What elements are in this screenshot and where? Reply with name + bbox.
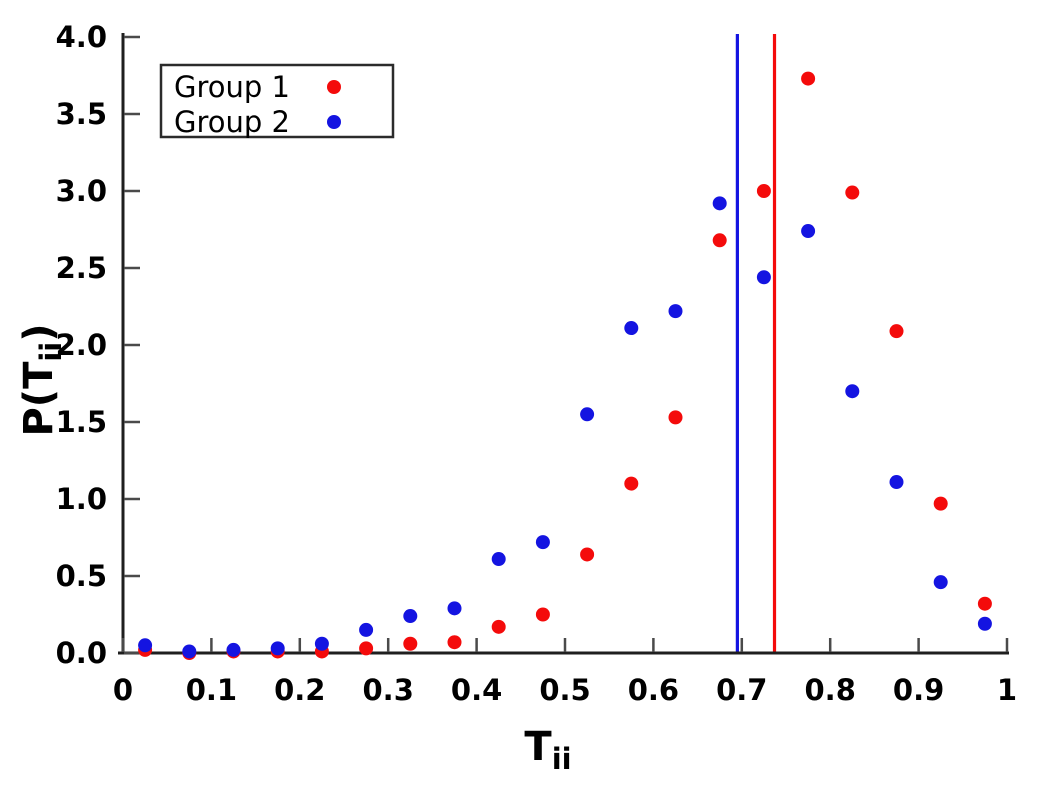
x-tick-label-1: 1 — [997, 673, 1017, 707]
data-point-group-2 — [845, 384, 860, 399]
x-tick-label-0.5: 0.5 — [539, 673, 590, 707]
legend-marker-group-2 — [327, 115, 341, 129]
y-tick-label-2.5: 2.5 — [56, 251, 107, 285]
legend-box — [159, 63, 395, 139]
data-point-group-2 — [403, 609, 418, 624]
data-point-group-2 — [314, 636, 329, 651]
legend-marker-group-1 — [327, 80, 341, 94]
x-tick-label-0.2: 0.2 — [274, 673, 325, 707]
data-point-group-1 — [756, 184, 771, 198]
legend-label-group-2: Group 2 — [174, 105, 290, 139]
data-point-group-1 — [668, 410, 683, 425]
data-point-group-2 — [933, 575, 948, 590]
data-point-group-1 — [447, 635, 462, 650]
y-tick-label-0.5: 0.5 — [56, 559, 107, 593]
data-point-group-2 — [580, 407, 595, 422]
data-point-group-2 — [624, 321, 639, 336]
data-point-group-1 — [403, 636, 418, 651]
y-axis-title: P(Tii) — [16, 323, 68, 436]
data-point-group-2 — [668, 304, 683, 319]
data-point-group-1 — [535, 607, 550, 622]
x-tick-label-0.8: 0.8 — [805, 673, 856, 707]
y-tick-label-1.0: 1.0 — [56, 482, 107, 516]
x-tick-label-0.9: 0.9 — [893, 673, 944, 707]
data-point-group-2 — [889, 475, 904, 490]
y-tick-label-3.0: 3.0 — [56, 174, 107, 208]
data-point-group-2 — [756, 270, 771, 285]
legend-label-group-1: Group 1 — [174, 70, 290, 104]
data-point-group-2 — [270, 641, 285, 656]
data-point-group-2 — [447, 601, 462, 616]
data-point-group-2 — [977, 616, 992, 631]
data-point-group-1 — [801, 71, 816, 86]
y-tick-label-4.0: 4.0 — [56, 20, 107, 54]
data-point-group-2 — [359, 622, 374, 637]
x-tick-label-0: 0 — [113, 673, 133, 707]
data-point-group-1 — [580, 547, 595, 562]
x-tick-label-0.7: 0.7 — [716, 673, 767, 707]
data-point-group-2 — [535, 535, 550, 550]
data-point-group-1 — [712, 233, 727, 248]
y-tick-label-3.5: 3.5 — [56, 97, 107, 131]
data-point-group-1 — [624, 476, 639, 491]
data-point-group-1 — [491, 619, 506, 634]
x-tick-label-0.1: 0.1 — [186, 673, 237, 707]
data-point-group-2 — [138, 638, 153, 653]
x-tick-label-0.4: 0.4 — [451, 673, 502, 707]
x-tick-label-0.3: 0.3 — [363, 673, 414, 707]
data-point-group-2 — [226, 642, 241, 657]
data-point-group-1 — [933, 496, 948, 511]
x-tick-label-0.6: 0.6 — [628, 673, 679, 707]
data-point-group-1 — [845, 185, 860, 200]
series-group-2 — [138, 196, 992, 659]
data-point-group-2 — [182, 644, 197, 659]
x-axis-title: Tii — [524, 724, 571, 776]
y-tick-label-0.0: 0.0 — [56, 636, 107, 670]
data-point-group-1 — [977, 596, 992, 611]
data-point-group-2 — [712, 196, 727, 211]
y-tick-label-1.5: 1.5 — [56, 405, 107, 439]
data-point-group-2 — [801, 224, 816, 239]
data-point-group-1 — [359, 641, 374, 656]
y-tick-label-2.0: 2.0 — [56, 328, 107, 362]
data-point-group-2 — [491, 552, 506, 567]
data-point-group-1 — [889, 324, 904, 339]
